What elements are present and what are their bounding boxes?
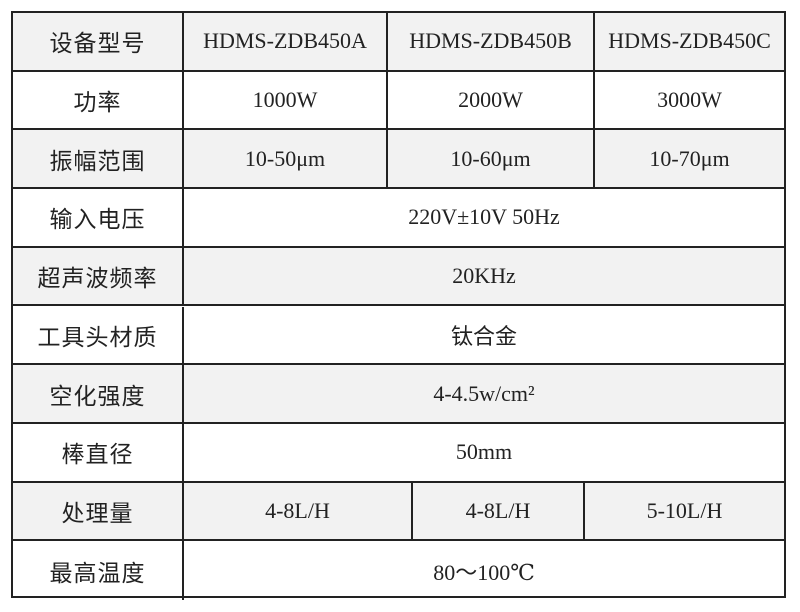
table-row-material: 工具头材质 钛合金 — [13, 306, 784, 366]
table-row-voltage: 输入电压 220V±10V 50Hz — [13, 189, 784, 248]
row-label: 功率 — [13, 71, 184, 129]
row-label: 棒直径 — [13, 423, 184, 481]
cell-amplitude-b: 10-60μm — [386, 130, 593, 188]
row-label: 空化强度 — [13, 365, 184, 422]
cell-amplitude-a: 10-50μm — [244, 145, 326, 171]
cell-capacity-b: 4-8L/H — [411, 482, 583, 540]
cell-power-a: 1000W — [252, 87, 318, 113]
table-row-cavitation: 空化强度 4-4.5w/cm² — [13, 365, 784, 424]
cell-voltage: 220V±10V 50Hz — [408, 204, 560, 230]
table-row-frequency: 超声波频率 20KHz — [13, 247, 784, 307]
table-row-capacity: 处理量 4-8L/H 4-8L/H 5-10L/H — [13, 482, 784, 542]
row-label: 振幅范围 — [13, 130, 184, 188]
row-label: 设备型号 — [13, 13, 184, 70]
row-label: 工具头材质 — [13, 306, 184, 364]
table-row-max-temp: 最高温度 80～100℃ — [13, 541, 784, 600]
table-row-model: 设备型号 HDMS-ZDB450A HDMS-ZDB450B HDMS-ZDB4… — [13, 13, 784, 72]
cell-material: 钛合金 — [450, 324, 517, 350]
cell-power-c: 3000W — [593, 71, 784, 129]
cell-frequency: 20KHz — [452, 263, 516, 289]
cell-capacity-c: 5-10L/H — [583, 482, 784, 540]
table-row-power: 功率 1000W 2000W 3000W — [13, 71, 784, 131]
cell-capacity-a: 4-8L/H — [265, 497, 330, 523]
cell-cavitation: 4-4.5w/cm² — [433, 380, 535, 406]
cell-model-a: HDMS-ZDB450A — [203, 28, 367, 54]
table-row-amplitude: 振幅范围 10-50μm 10-60μm 10-70μm — [13, 130, 784, 190]
row-label: 处理量 — [13, 482, 184, 540]
cell-max-temp: 80～100℃ — [433, 559, 535, 585]
cell-diameter: 50mm — [455, 439, 513, 465]
cell-model-b: HDMS-ZDB450B — [386, 13, 593, 70]
row-label: 超声波频率 — [13, 247, 184, 305]
row-label: 输入电压 — [13, 189, 184, 246]
cell-amplitude-c: 10-70μm — [593, 130, 784, 188]
cell-power-b: 2000W — [386, 71, 593, 129]
cell-model-c: HDMS-ZDB450C — [593, 13, 784, 70]
table-row-diameter: 棒直径 50mm — [13, 423, 784, 483]
row-label: 最高温度 — [13, 541, 184, 600]
spec-table: 设备型号 HDMS-ZDB450A HDMS-ZDB450B HDMS-ZDB4… — [11, 11, 786, 600]
